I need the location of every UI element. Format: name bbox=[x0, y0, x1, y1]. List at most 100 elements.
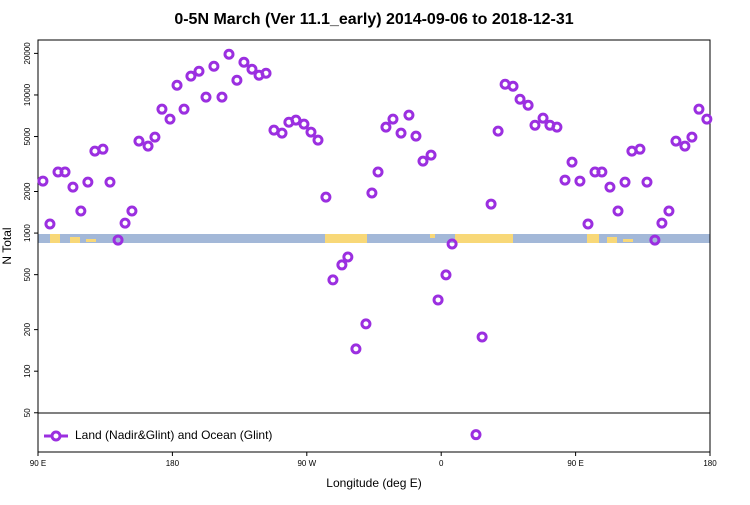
point bbox=[112, 234, 124, 246]
point bbox=[470, 429, 482, 441]
point bbox=[171, 79, 183, 91]
point bbox=[231, 74, 243, 86]
y-tick-label: 200 bbox=[23, 322, 32, 336]
point bbox=[417, 155, 429, 167]
y-tick-label: 20000 bbox=[23, 42, 32, 65]
point bbox=[246, 63, 258, 75]
point bbox=[686, 131, 698, 143]
point bbox=[410, 130, 422, 142]
x-tick-label: 180 bbox=[166, 459, 180, 468]
point bbox=[200, 91, 212, 103]
point bbox=[67, 181, 79, 193]
point bbox=[298, 118, 310, 130]
point bbox=[574, 175, 586, 187]
point bbox=[178, 103, 190, 115]
y-axis-label: N Total bbox=[0, 227, 14, 264]
point bbox=[566, 156, 578, 168]
legend-marker bbox=[50, 430, 62, 442]
point bbox=[276, 127, 288, 139]
point bbox=[425, 149, 437, 161]
x-tick-label: 90 W bbox=[297, 459, 316, 468]
point bbox=[59, 166, 71, 178]
x-axis-label: Longitude (deg E) bbox=[326, 476, 421, 490]
point bbox=[119, 217, 131, 229]
point bbox=[305, 126, 317, 138]
y-tick-label: 2000 bbox=[23, 182, 32, 200]
point bbox=[327, 274, 339, 286]
point bbox=[142, 140, 154, 152]
y-tick-label: 5000 bbox=[23, 127, 32, 145]
point bbox=[514, 93, 526, 105]
point bbox=[582, 218, 594, 230]
point bbox=[238, 56, 250, 68]
point bbox=[380, 121, 392, 133]
point bbox=[149, 131, 161, 143]
point bbox=[75, 205, 87, 217]
y-tick-label: 100 bbox=[23, 364, 32, 378]
point bbox=[559, 174, 571, 186]
point bbox=[537, 112, 549, 124]
point bbox=[612, 205, 624, 217]
point bbox=[446, 238, 458, 250]
point bbox=[342, 251, 354, 263]
point bbox=[551, 121, 563, 133]
point bbox=[656, 217, 668, 229]
point bbox=[432, 294, 444, 306]
chart-title: 0-5N March (Ver 11.1_early) 2014-09-06 t… bbox=[174, 11, 573, 28]
x-tick-label: 90 E bbox=[567, 459, 583, 468]
legend-label: Land (Nadir&Glint) and Ocean (Glint) bbox=[75, 428, 272, 442]
point bbox=[133, 135, 145, 147]
y-tick-label: 1000 bbox=[23, 224, 32, 242]
point bbox=[290, 114, 302, 126]
point bbox=[350, 343, 362, 355]
land-band bbox=[38, 234, 710, 243]
point bbox=[596, 166, 608, 178]
point bbox=[387, 113, 399, 125]
point bbox=[641, 176, 653, 188]
y-tick-label: 50 bbox=[23, 408, 32, 417]
point bbox=[372, 166, 384, 178]
y-tick-label: 500 bbox=[23, 267, 32, 281]
point bbox=[604, 181, 616, 193]
point bbox=[634, 143, 646, 155]
point bbox=[193, 65, 205, 77]
point bbox=[476, 331, 488, 343]
point bbox=[208, 60, 220, 72]
point bbox=[320, 191, 332, 203]
point bbox=[260, 67, 272, 79]
x-tick-label: 180 bbox=[703, 459, 717, 468]
point bbox=[97, 143, 109, 155]
point bbox=[216, 91, 228, 103]
point bbox=[82, 176, 94, 188]
plot-frame bbox=[37, 39, 711, 453]
y-tick-label: 10000 bbox=[23, 83, 32, 106]
point bbox=[693, 103, 705, 115]
point bbox=[223, 48, 235, 60]
point bbox=[403, 109, 415, 121]
point bbox=[336, 259, 348, 271]
point bbox=[522, 99, 534, 111]
point bbox=[663, 205, 675, 217]
point bbox=[366, 187, 378, 199]
point bbox=[492, 125, 504, 137]
point bbox=[360, 318, 372, 330]
x-tick-label: 0 bbox=[439, 459, 444, 468]
x-tick-label: 90 E bbox=[30, 459, 46, 468]
point bbox=[679, 140, 691, 152]
point bbox=[649, 234, 661, 246]
point bbox=[44, 218, 56, 230]
point bbox=[670, 135, 682, 147]
point bbox=[440, 269, 452, 281]
point bbox=[507, 80, 519, 92]
point bbox=[619, 176, 631, 188]
point bbox=[126, 205, 138, 217]
point bbox=[485, 198, 497, 210]
point bbox=[164, 113, 176, 125]
point bbox=[156, 103, 168, 115]
point bbox=[185, 70, 197, 82]
point bbox=[312, 134, 324, 146]
point bbox=[529, 119, 541, 131]
point bbox=[37, 175, 49, 187]
point bbox=[395, 127, 407, 139]
